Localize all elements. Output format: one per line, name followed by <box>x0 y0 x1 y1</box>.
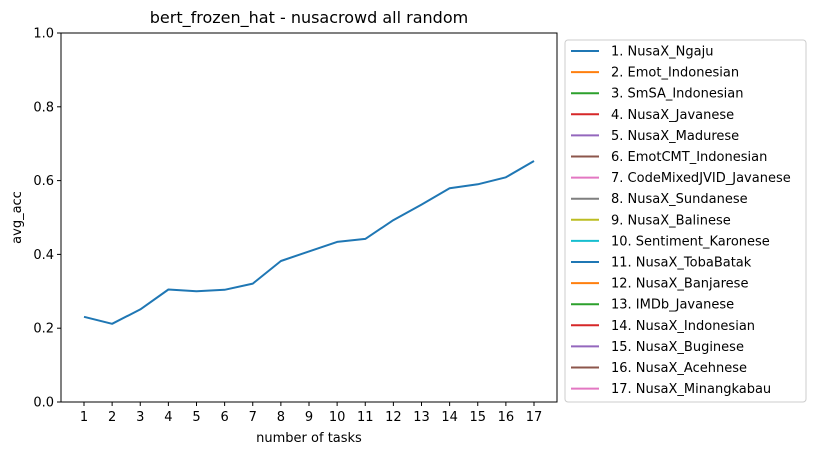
x-tick-label: 14 <box>441 410 458 425</box>
legend-label: 16. NusaX_Acehnese <box>611 361 747 376</box>
y-tick-label: 1.0 <box>33 27 54 42</box>
legend: 1. NusaX_Ngaju 2. Emot_Indonesian 3. SmSA_… <box>564 39 807 403</box>
x-tick-label: 3 <box>136 410 144 425</box>
legend-item: 1. NusaX_Ngaju <box>571 45 713 60</box>
legend-label: 15. NusaX_Buginese <box>611 340 744 355</box>
x-tick-label: 17 <box>526 410 543 425</box>
x-tick-label: 11 <box>357 410 374 425</box>
x-axis-label: number of tasks <box>256 431 362 446</box>
legend-item: 7. CodeMixedJVID_Javanese <box>571 171 791 186</box>
legend-item: 9. NusaX_Balinese <box>571 213 731 228</box>
x-tick-label: 10 <box>329 410 346 425</box>
legend-box <box>564 39 807 403</box>
legend-label: 11. NusaX_TobaBatak <box>611 256 752 271</box>
series-line <box>83 160 535 325</box>
legend-item: 3. SmSA_Indonesian <box>571 87 743 102</box>
legend-item: 13. IMDb_Javanese <box>571 298 734 313</box>
y-tick-label: 0.8 <box>33 100 54 115</box>
legend-label: 1. NusaX_Ngaju <box>611 45 713 60</box>
legend-item: 17. NusaX_Minangkabau <box>571 382 771 397</box>
y-axis: 0.0 0.2 0.4 0.6 0.8 1.0 <box>33 27 61 411</box>
x-tick-label: 5 <box>192 410 200 425</box>
legend-label: 14. NusaX_Indonesian <box>611 319 755 334</box>
legend-label: 10. Sentiment_Karonese <box>611 234 770 249</box>
legend-item: 6. EmotCMT_Indonesian <box>571 150 767 165</box>
legend-label: 8. NusaX_Sundanese <box>611 192 748 207</box>
legend-item: 4. NusaX_Javanese <box>571 108 734 123</box>
x-tick-label: 6 <box>220 410 228 425</box>
x-tick-label: 8 <box>277 410 285 425</box>
legend-item: 15. NusaX_Buginese <box>571 340 744 355</box>
legend-label: 4. NusaX_Javanese <box>611 108 734 123</box>
legend-label: 12. NusaX_Banjarese <box>611 277 748 292</box>
legend-item: 10. Sentiment_Karonese <box>571 234 770 249</box>
plot-area <box>60 32 558 403</box>
legend-item: 5. NusaX_Madurese <box>571 129 739 144</box>
x-tick-label: 9 <box>305 410 313 425</box>
legend-label: 6. EmotCMT_Indonesian <box>611 150 767 165</box>
legend-label: 9. NusaX_Balinese <box>611 213 731 228</box>
y-tick-label: 0.2 <box>33 322 54 337</box>
series-layer <box>83 160 535 325</box>
legend-item: 11. NusaX_TobaBatak <box>571 256 752 271</box>
legend-item: 14. NusaX_Indonesian <box>571 319 755 334</box>
x-tick-label: 15 <box>469 410 486 425</box>
x-tick-label: 13 <box>413 410 430 425</box>
y-tick-label: 0.6 <box>33 174 54 189</box>
x-tick-label: 1 <box>80 410 88 425</box>
x-axis: 1 2 3 4 5 6 7 8 9 10 11 12 13 14 15 16 17 <box>80 402 542 425</box>
y-tick-label: 0.4 <box>33 248 54 263</box>
legend-label: 13. IMDb_Javanese <box>611 298 734 313</box>
x-tick-label: 4 <box>164 410 172 425</box>
x-tick-label: 16 <box>498 410 515 425</box>
legend-label: 17. NusaX_Minangkabau <box>611 382 771 397</box>
x-tick-label: 2 <box>108 410 116 425</box>
legend-label: 5. NusaX_Madurese <box>611 129 739 144</box>
legend-item: 2. Emot_Indonesian <box>571 66 739 81</box>
x-tick-label: 12 <box>385 410 402 425</box>
y-tick-label: 0.0 <box>33 396 54 411</box>
legend-label: 7. CodeMixedJVID_Javanese <box>611 171 791 186</box>
legend-item: 12. NusaX_Banjarese <box>571 277 748 292</box>
legend-item: 16. NusaX_Acehnese <box>571 361 747 376</box>
x-tick-label: 7 <box>249 410 257 425</box>
legend-label: 2. Emot_Indonesian <box>611 66 739 81</box>
legend-label: 3. SmSA_Indonesian <box>611 87 743 102</box>
chart-title: bert_frozen_hat - nusacrowd all random <box>150 8 468 28</box>
legend-item: 8. NusaX_Sundanese <box>571 192 748 207</box>
y-axis-label: avg_acc <box>10 191 25 244</box>
